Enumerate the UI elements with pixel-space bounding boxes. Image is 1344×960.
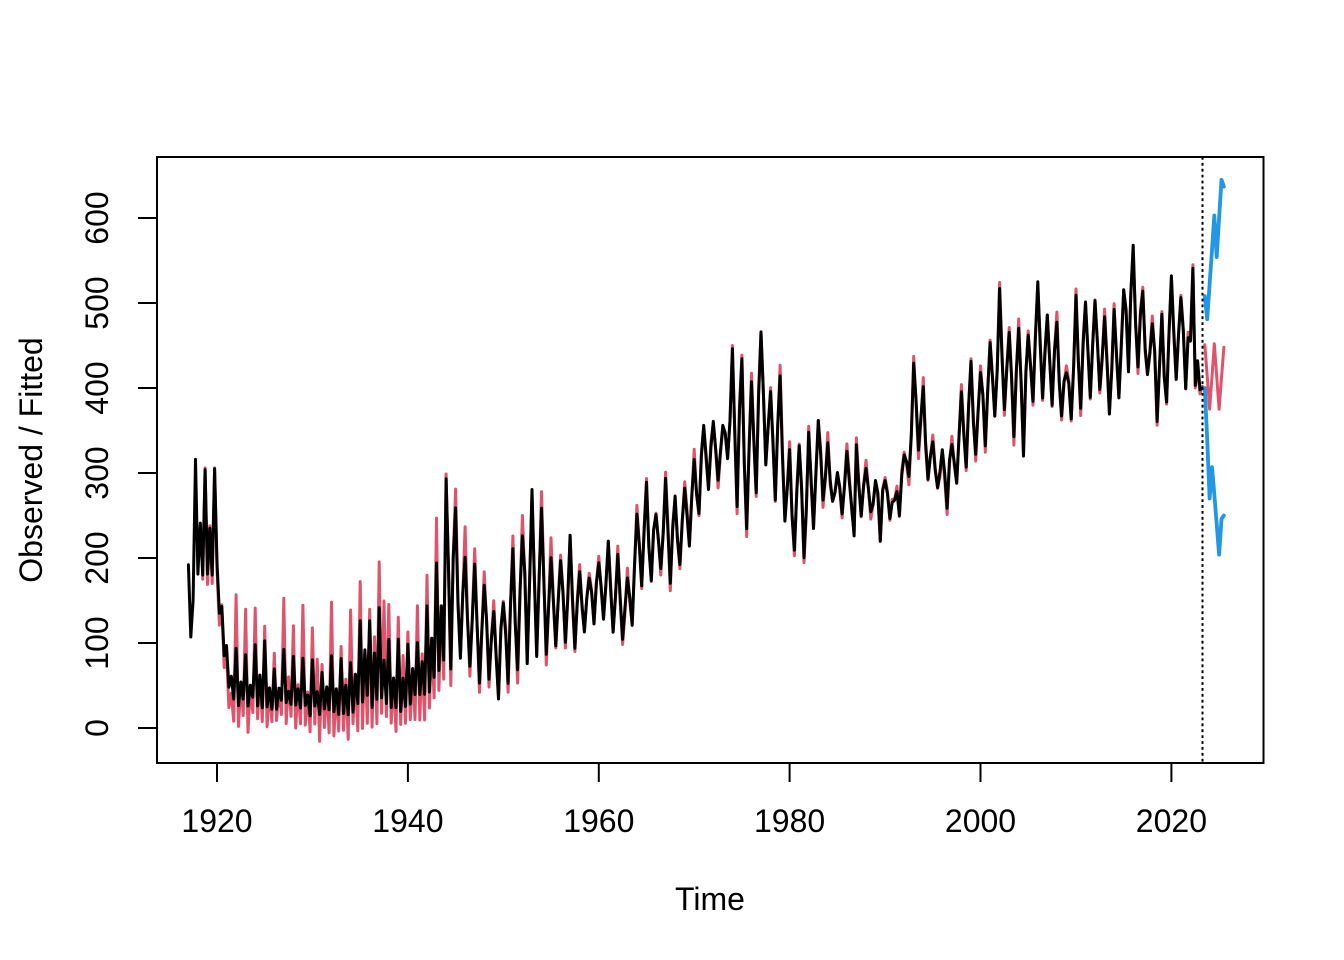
svg-text:400: 400: [79, 361, 115, 414]
svg-text:Time: Time: [675, 881, 745, 917]
svg-text:1960: 1960: [563, 803, 634, 839]
svg-text:1940: 1940: [372, 803, 443, 839]
svg-text:600: 600: [79, 191, 115, 244]
svg-text:2020: 2020: [1136, 803, 1207, 839]
svg-text:200: 200: [79, 531, 115, 584]
svg-text:100: 100: [79, 616, 115, 669]
svg-text:2000: 2000: [945, 803, 1016, 839]
svg-text:Observed / Fitted: Observed / Fitted: [13, 337, 49, 582]
svg-text:1920: 1920: [181, 803, 252, 839]
svg-text:1980: 1980: [754, 803, 825, 839]
svg-text:500: 500: [79, 276, 115, 329]
svg-text:0: 0: [79, 719, 115, 737]
svg-text:300: 300: [79, 446, 115, 499]
